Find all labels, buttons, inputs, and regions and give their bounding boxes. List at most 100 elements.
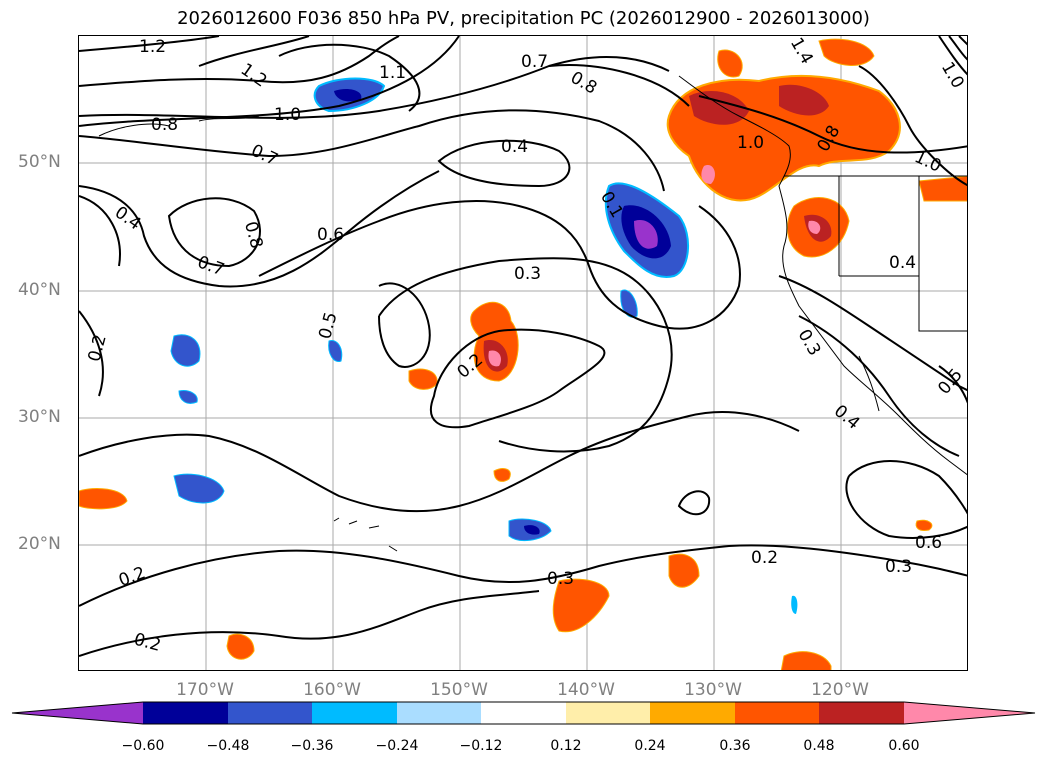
contour-0-5-east	[938, 365, 967, 404]
colorbar-tick: 0.48	[803, 738, 835, 754]
contour-label: 1.0	[274, 105, 301, 125]
contour-label: 0.4	[830, 401, 864, 434]
contour-label: 0.6	[915, 533, 942, 553]
contour-1-1	[79, 36, 400, 87]
colorbar-segment	[143, 702, 228, 724]
precip-peak-central	[488, 350, 501, 367]
contour-0-4-east	[778, 275, 967, 392]
contour-0-5	[378, 282, 431, 368]
lon-label-120w: 120°W	[811, 680, 869, 700]
contour-label: 1.4	[786, 36, 817, 68]
contour-0-2-west	[79, 310, 104, 397]
colorbar-segment	[904, 702, 1035, 724]
colorbar	[11, 701, 1036, 725]
contour-0-8-east	[858, 65, 967, 187]
contour-label: 0.2	[132, 630, 163, 656]
precip-neg-s-core	[524, 525, 540, 535]
precip-area-n2	[717, 49, 743, 78]
contour-0-4-loop	[437, 139, 571, 188]
contour-label: 0.8	[151, 115, 178, 135]
contour-0-7-a	[79, 109, 665, 192]
map-panel: 1.2 1.2 1.1 1.0 0.8 0.7 0.7 0.8 0.8 0.4 …	[78, 35, 968, 671]
precip-area-small2	[915, 519, 933, 531]
lon-label-130w: 130°W	[684, 680, 742, 700]
precip-area-small	[493, 468, 511, 482]
colorbar-segment	[228, 702, 312, 724]
contour-label: 0.3	[885, 557, 912, 577]
colorbar-segment	[819, 702, 904, 724]
colorbar-tick: 0.60	[888, 738, 920, 754]
precip-peak-bc	[701, 165, 715, 184]
colorbar-tick: −0.12	[459, 738, 503, 754]
contour-0-2-south	[79, 544, 967, 607]
contour-label: 1.2	[237, 60, 271, 92]
contour-1-2-a	[79, 36, 220, 52]
contour-label: 0.3	[514, 264, 541, 284]
lon-label-170w: 170°W	[176, 680, 234, 700]
colorbar-tick: −0.60	[121, 738, 165, 754]
contour-0-3-east	[798, 315, 960, 457]
colorbar-tick: −0.48	[206, 738, 250, 754]
contour-label: 0.7	[521, 52, 548, 72]
baja	[858, 355, 880, 412]
precip-area-s2	[668, 553, 700, 588]
west-coast	[678, 75, 967, 476]
lon-label-150w: 150°W	[430, 680, 488, 700]
contour-label: 1.0	[937, 59, 968, 92]
precip-core-bc1	[689, 91, 749, 125]
contour-label: 0.2	[116, 563, 148, 591]
precip-area-east	[918, 175, 967, 202]
hawaii	[333, 517, 398, 552]
contour-0-3-south	[79, 410, 800, 513]
contour-label: 1.2	[139, 37, 166, 57]
coastlines	[98, 75, 967, 552]
contour-label-group: 1.2 1.2 1.1 1.0 0.8 0.7 0.7 0.8 0.8 0.4 …	[84, 36, 967, 656]
contour-1-2-b	[198, 36, 310, 67]
colorbar-segment	[397, 702, 481, 724]
map-svg: 1.2 1.2 1.1 1.0 0.8 0.7 0.7 0.8 0.8 0.4 …	[79, 36, 967, 670]
contour-small-loop	[677, 490, 711, 516]
contour-0-3-a	[378, 257, 673, 453]
contour-1-0-a	[79, 36, 460, 127]
precip-neg-north-core	[334, 88, 362, 102]
precip-peak-or	[808, 220, 821, 234]
precip-neg-c2	[328, 339, 343, 363]
lon-label-140w: 140°W	[557, 680, 615, 700]
contour-0-8-loop	[167, 197, 261, 268]
contour-label: 0.2	[84, 333, 110, 364]
contour-ne-packed	[938, 36, 967, 76]
contour-label: 0.7	[248, 141, 281, 171]
contour-label: 0.8	[240, 219, 266, 250]
precip-area-n1	[818, 38, 875, 66]
chart-title: 2026012600 F036 850 hPa PV, precipitatio…	[177, 8, 870, 29]
contour-north-loop	[278, 43, 421, 112]
lat-label-20n: 20°N	[18, 534, 61, 554]
colorbar-tick: 0.12	[550, 738, 582, 754]
precip-neg-main-peak	[634, 220, 658, 249]
contour-label: 0.5	[934, 365, 967, 399]
contour-0-2-sw	[79, 590, 540, 657]
lon-label-160w: 160°W	[303, 680, 361, 700]
lat-label-50n: 50°N	[18, 152, 61, 172]
precip-neg-w1	[170, 334, 201, 367]
colorbar-segment	[12, 702, 143, 724]
contour-label: 0.7	[195, 252, 227, 280]
colorbar-segment	[650, 702, 735, 724]
precip-area-s3	[780, 651, 832, 670]
contour-0-2-center	[429, 328, 606, 429]
colorbar-segment	[481, 702, 566, 724]
contour-1-0-east	[698, 95, 967, 154]
colorbar-tick: −0.24	[375, 738, 419, 754]
contour-0-4-west	[79, 195, 121, 267]
contour-0-7-b	[79, 170, 440, 288]
pv-contours	[79, 36, 967, 657]
contour-label: 0.8	[567, 68, 600, 99]
colorbar-segment	[566, 702, 650, 724]
contour-0-8-a	[79, 55, 670, 119]
contour-0-8-b	[548, 64, 690, 107]
contour-label: 0.4	[501, 137, 528, 157]
precip-area-s1	[552, 578, 610, 633]
contour-label: 0.4	[889, 253, 916, 273]
contour-label: 0.3	[547, 569, 574, 589]
colorbar-segment	[312, 702, 397, 724]
